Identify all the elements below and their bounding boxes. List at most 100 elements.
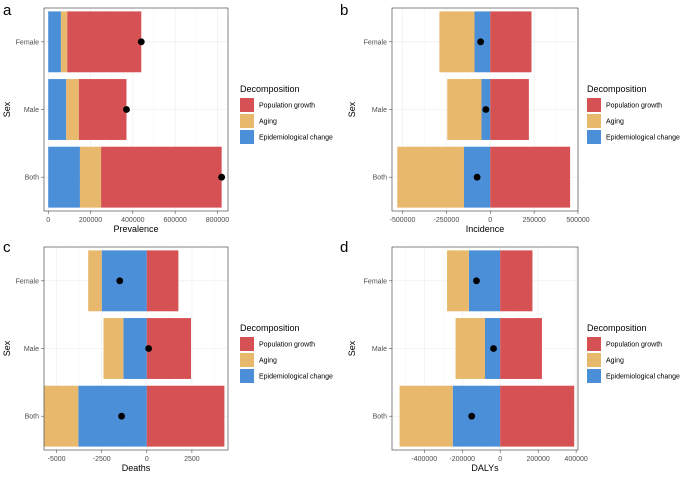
legend-label-epidemiological-change: Epidemiological change <box>606 135 680 142</box>
legend: Decomposition Population growth Aging Epide… <box>240 323 333 383</box>
bars <box>48 11 222 208</box>
bar-epidemiological-change-both <box>452 385 501 447</box>
legend-label-epidemiological-change: Epidemiological change <box>606 374 680 381</box>
legend-swatch-aging <box>587 353 601 367</box>
bar-aging-male <box>455 318 485 379</box>
bar-aging-female <box>439 11 475 73</box>
bar-population-growth-female <box>146 250 179 312</box>
x-tick-label: 2500 <box>184 456 200 463</box>
legend-swatch-population-growth <box>240 337 254 351</box>
legend-label-population-growth: Population growth <box>259 103 315 110</box>
bar-aging-male <box>103 318 124 379</box>
y-tick-label-both: Both <box>373 175 388 182</box>
bar-population-growth-male <box>78 79 127 140</box>
x-tick-label: -250000 <box>434 217 460 224</box>
bar-population-growth-both <box>101 146 222 208</box>
bar-aging-male <box>447 79 482 140</box>
legend-title: Decomposition <box>240 84 300 94</box>
net-change-point-both <box>473 173 481 181</box>
x-tick-label: 250000 <box>522 217 545 224</box>
bar-aging-both <box>399 385 453 447</box>
bar-population-growth-both <box>146 385 225 447</box>
x-tick-label: 200000 <box>79 217 102 224</box>
x-axis-title: Incidence <box>466 224 505 234</box>
points <box>116 277 153 420</box>
x-axis-title: Deaths <box>122 463 151 473</box>
y-tick-label-male: Male <box>372 107 387 114</box>
bar-population-growth-both <box>500 385 575 447</box>
x-tick-label: -2500 <box>93 456 111 463</box>
y-axis: Female Male Both <box>364 39 392 182</box>
points <box>468 277 497 420</box>
legend-swatch-population-growth <box>587 98 601 112</box>
legend: Decomposition Population growth Aging Epide… <box>240 84 333 144</box>
y-tick-label-male: Male <box>24 346 39 353</box>
legend-label-aging: Aging <box>259 358 277 365</box>
legend-label-population-growth: Population growth <box>259 342 315 349</box>
y-tick-label-both: Both <box>25 414 40 421</box>
x-tick-label: 800000 <box>206 217 229 224</box>
bar-population-growth-both <box>490 146 571 208</box>
legend-label-epidemiological-change: Epidemiological change <box>259 374 333 381</box>
x-tick-label: 0 <box>46 217 50 224</box>
x-axis: 0 200000 400000 600000 800000 <box>46 211 229 224</box>
x-tick-label: 0 <box>488 217 492 224</box>
bar-aging-male <box>66 79 79 140</box>
legend-swatch-population-growth <box>587 337 601 351</box>
bars <box>397 11 571 208</box>
x-tick-label: -5000 <box>48 456 66 463</box>
legend-swatch-population-growth <box>240 98 254 112</box>
points <box>473 38 490 181</box>
bar-aging-female <box>447 250 469 312</box>
legend-title: Decomposition <box>587 323 647 333</box>
bar-aging-both <box>44 385 79 447</box>
legend: Decomposition Population growth Aging Epide… <box>587 84 680 144</box>
bars <box>44 250 225 447</box>
y-axis: Female Male Both <box>16 278 44 421</box>
net-change-point-female <box>473 277 480 285</box>
x-axis: -5000 -2500 0 2500 <box>48 450 200 463</box>
legend-title: Decomposition <box>587 84 647 94</box>
bar-population-growth-male <box>146 318 192 379</box>
panel-letter-b: b <box>340 2 348 19</box>
net-change-point-female <box>477 38 485 46</box>
x-axis: -400000 -200000 0 200000 400000 <box>411 450 588 463</box>
net-change-point-male <box>490 345 497 352</box>
y-axis-title: Sex <box>2 101 12 117</box>
bar-epidemiological-change-female <box>48 11 61 73</box>
net-change-point-both <box>218 173 226 181</box>
y-tick-label-both: Both <box>373 414 388 421</box>
x-tick-label: 600000 <box>163 217 186 224</box>
legend-swatch-aging <box>587 114 601 128</box>
x-axis-title: DALYs <box>471 463 499 473</box>
panel-b: b Female Male Both -500000 -250000 0 250000 5000… <box>340 2 680 234</box>
panel-d: d Female Male Both -400000 -200000 0 200000 4000… <box>340 239 680 473</box>
net-change-point-both <box>118 412 125 420</box>
panel-letter-d: d <box>340 239 348 256</box>
legend-label-aging: Aging <box>259 119 277 126</box>
bar-population-growth-female <box>490 11 532 73</box>
legend-swatch-aging <box>240 353 254 367</box>
net-change-point-female <box>137 38 145 46</box>
panel-c: c Female Male Both -5000 -2500 0 2500 Deaths Sex D… <box>2 239 333 473</box>
net-change-point-male <box>123 106 130 113</box>
bar-epidemiological-change-both <box>48 146 80 208</box>
legend-swatch-aging <box>240 114 254 128</box>
x-tick-label: -500000 <box>390 217 416 224</box>
x-tick-label: 0 <box>498 456 502 463</box>
x-tick-label: 400000 <box>564 456 587 463</box>
bar-population-growth-male <box>500 318 542 379</box>
bar-epidemiological-change-both <box>78 385 147 447</box>
legend-swatch-epidemiological-change <box>240 369 254 383</box>
bars <box>399 250 575 447</box>
net-change-point-male <box>482 106 490 113</box>
legend: Decomposition Population growth Aging Epide… <box>587 323 680 383</box>
bar-population-growth-female <box>67 11 142 73</box>
points <box>123 38 226 181</box>
y-tick-label-male: Male <box>372 346 387 353</box>
legend-label-population-growth: Population growth <box>606 103 662 110</box>
bar-aging-both <box>79 146 102 208</box>
panel-a: a Female Male Both 0 200000 400000 600000 800000… <box>2 2 333 234</box>
panel-letter-c: c <box>3 239 11 256</box>
